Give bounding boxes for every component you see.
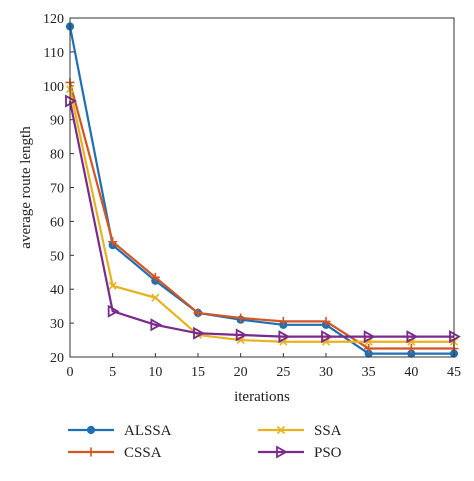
y-tick-label: 80 (50, 148, 64, 163)
data-point-cssa (236, 313, 246, 323)
data-point-ssa (108, 281, 117, 290)
legend-item-pso: PSO (258, 445, 342, 461)
y-tick-label: 120 (43, 12, 64, 27)
data-point-cssa (193, 308, 203, 318)
series-line-alssa (68, 26, 454, 355)
legend-item-ssa: SSA (258, 423, 342, 439)
series-line-ssa (68, 88, 454, 343)
y-tick-label: 40 (50, 283, 64, 298)
legend-label: PSO (314, 445, 342, 461)
legend-marker (276, 445, 288, 459)
x-tick-label: 25 (276, 365, 290, 380)
y-tick-label: 100 (43, 80, 64, 95)
x-tick-label: 30 (319, 365, 333, 380)
x-axis-label: iterations (234, 389, 290, 405)
x-tick-label: 20 (234, 365, 248, 380)
data-point-pso (193, 326, 205, 340)
data-point-pso (363, 330, 376, 344)
legend-label: SSA (314, 423, 342, 439)
legend-marker (276, 425, 286, 435)
legend-item-cssa: CSSA (68, 445, 162, 461)
y-tick-label: 30 (50, 317, 64, 332)
data-point-ssa (151, 293, 160, 302)
data-point-pso (235, 328, 248, 342)
legend-marker (86, 447, 96, 457)
x-tick-label: 0 (67, 365, 74, 380)
data-point-cssa (406, 344, 416, 354)
data-point-pso (150, 318, 163, 332)
data-point-pso (107, 304, 120, 318)
series-ssa (65, 85, 459, 346)
y-axis-label: average route length (18, 126, 34, 249)
data-point-pso (321, 330, 333, 344)
data-point-cssa (321, 316, 331, 326)
x-tick-label: 45 (447, 365, 461, 380)
series-pso (65, 94, 461, 344)
series-layer (65, 22, 461, 358)
plot-frame (69, 17, 455, 358)
legend: ALSSA SSA CSSA PSO (68, 423, 342, 461)
data-point-pso (278, 330, 291, 344)
x-tick-label: 10 (148, 365, 162, 380)
y-tick-label: 70 (50, 182, 64, 197)
data-point-ssa (321, 337, 331, 346)
data-point-ssa (364, 337, 373, 346)
y-tick-label: 110 (44, 46, 64, 61)
x-tick-label: 40 (404, 365, 418, 380)
y-tick-label: 90 (50, 114, 64, 129)
x-tick-label: 35 (362, 365, 376, 380)
legend-item-alssa: ALSSA (68, 423, 172, 439)
y-tick-label: 50 (50, 249, 64, 264)
data-point-cssa (364, 344, 374, 354)
series-alssa (65, 22, 459, 358)
x-tick-label: 5 (109, 365, 116, 380)
y-tick-label: 60 (50, 215, 64, 230)
data-point-ssa (407, 337, 416, 346)
series-cssa (65, 77, 459, 354)
data-point-cssa (150, 272, 160, 282)
data-point-ssa (279, 337, 288, 346)
data-point-ssa (236, 335, 245, 345)
legend-label: ALSSA (124, 423, 172, 439)
x-tick-label: 15 (191, 365, 205, 380)
y-tick-label: 20 (50, 351, 64, 366)
series-line-cssa (68, 82, 454, 350)
data-point-cssa (278, 316, 288, 326)
ticks-layer: 0 5 10 15 20 25 30 35 40 45 20 30 40 50 60 70 80 90 100 110… (43, 12, 461, 380)
legend-marker (86, 425, 96, 435)
data-point-cssa (108, 237, 118, 247)
data-point-pso (406, 330, 419, 344)
series-line-pso (68, 100, 454, 338)
legend-label: CSSA (124, 445, 162, 461)
